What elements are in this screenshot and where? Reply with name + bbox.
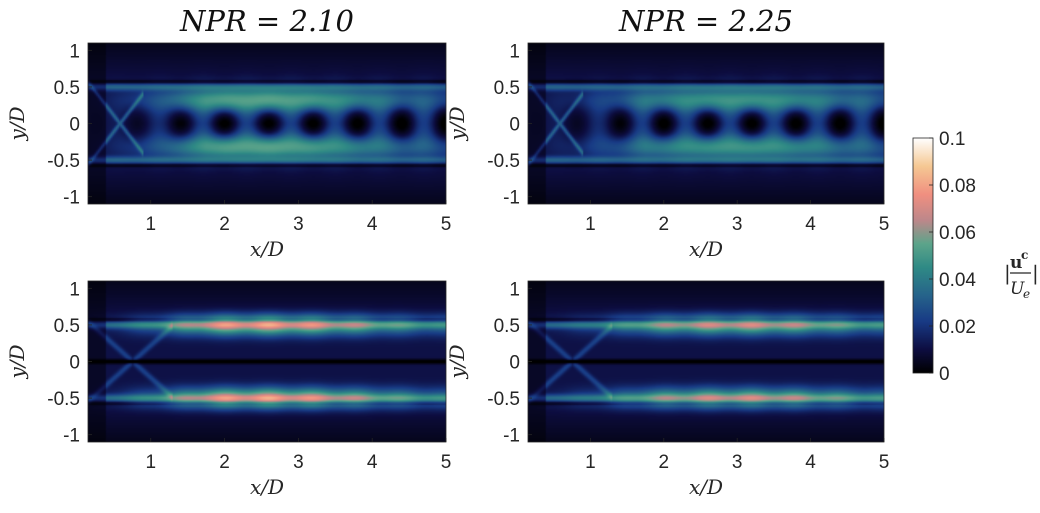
colorbar: 0.1 0.08 0.06 0.04 0.02 0 | u c U e | (912, 129, 1039, 385)
colorbar-tick-label: 0.1 (939, 129, 965, 150)
colorbar-label-subscript: e (1023, 287, 1030, 301)
x-tick-label: 3 (293, 452, 304, 473)
heatmap-image (88, 43, 446, 204)
x-tick-label: 2 (219, 452, 230, 473)
y-tick-label: 0 (69, 353, 80, 374)
x-tick-label: 5 (441, 214, 452, 235)
x-tick-label: 1 (585, 452, 596, 473)
x-tick-label: 1 (585, 214, 596, 235)
y-tick-label: 1 (509, 279, 520, 300)
colorbar-label-right-bar: | (1032, 261, 1039, 286)
colorbar-tick-label: 0.08 (939, 176, 976, 197)
y-tick-label: -1 (63, 188, 80, 209)
y-tick-label: 0.5 (54, 78, 80, 99)
x-axis-label: x/D (689, 237, 723, 261)
y-tick-label: 0.5 (494, 78, 520, 99)
colorbar-tick-label: 0.06 (939, 223, 976, 244)
x-tick-label: 1 (145, 214, 156, 235)
x-tick-label: 5 (441, 452, 452, 473)
y-axis-label: y/D (445, 344, 469, 379)
y-tick-label: 0 (509, 353, 520, 374)
x-tick-label: 3 (732, 452, 743, 473)
colorbar-label: | u c U e | (1004, 248, 1039, 301)
y-tick-label: -1 (63, 426, 80, 447)
y-tick-label: 1 (69, 279, 80, 300)
x-tick-label: 2 (659, 214, 670, 235)
y-tick-label: -1 (503, 426, 520, 447)
heatmap-panel-1: 1 2 3 4 5 1 0.5 0 -0.5 -1 x/D y/D NPR = 2.10 (5, 4, 451, 261)
x-axis-label: x/D (689, 475, 723, 499)
y-tick-label: -0.5 (47, 389, 80, 410)
colorbar-label-left-bar: | (1004, 261, 1011, 286)
x-tick-label: 1 (145, 452, 156, 473)
y-tick-label: 0.5 (54, 316, 80, 337)
heatmap-image (528, 281, 884, 442)
panel-title: NPR = 2.10 (179, 4, 354, 38)
x-tick-label: 5 (879, 452, 890, 473)
y-tick-label: 0 (69, 115, 80, 136)
x-tick-label: 3 (732, 214, 743, 235)
y-axis-label: y/D (445, 106, 469, 141)
colorbar-label-superscript: c (1021, 248, 1028, 262)
y-axis-label: y/D (5, 344, 29, 379)
colorbar-tick-label: 0 (939, 364, 950, 385)
x-tick-label: 4 (367, 452, 378, 473)
y-tick-label: 0 (509, 115, 520, 136)
x-axis-label: x/D (250, 237, 284, 261)
heatmap-panel-2: 1 2 3 4 5 1 0.5 0 -0.5 -1 x/D y/D NPR = 2.25 (445, 4, 889, 261)
y-tick-label: 0.5 (494, 316, 520, 337)
y-axis-label: y/D (5, 106, 29, 141)
x-tick-label: 4 (367, 214, 378, 235)
x-tick-label: 2 (219, 214, 230, 235)
x-tick-label: 3 (293, 214, 304, 235)
y-tick-label: 1 (69, 41, 80, 62)
y-tick-label: 1 (509, 41, 520, 62)
y-tick-label: -0.5 (487, 389, 520, 410)
x-tick-label: 4 (805, 452, 816, 473)
colorbar-tick-label: 0.04 (939, 270, 976, 291)
colorbar-label-denominator: U (1010, 279, 1025, 299)
x-tick-label: 4 (805, 214, 816, 235)
y-tick-label: -0.5 (487, 151, 520, 172)
colorbar-label-numerator: u (1010, 253, 1022, 273)
x-tick-label: 2 (659, 452, 670, 473)
heatmap-panel-3: 1 2 3 4 5 1 0.5 0 -0.5 -1 x/D y/D (5, 279, 451, 499)
y-tick-label: -0.5 (47, 151, 80, 172)
colorbar-tick-label: 0.02 (939, 317, 976, 338)
x-axis-label: x/D (250, 475, 284, 499)
heatmap-image (88, 281, 446, 442)
panel-title: NPR = 2.25 (618, 4, 793, 38)
heatmap-image (528, 43, 884, 204)
x-tick-label: 5 (879, 214, 890, 235)
y-tick-label: -1 (503, 188, 520, 209)
heatmap-panel-4: 1 2 3 4 5 1 0.5 0 -0.5 -1 x/D y/D (445, 279, 889, 499)
colorbar-gradient (912, 137, 934, 374)
